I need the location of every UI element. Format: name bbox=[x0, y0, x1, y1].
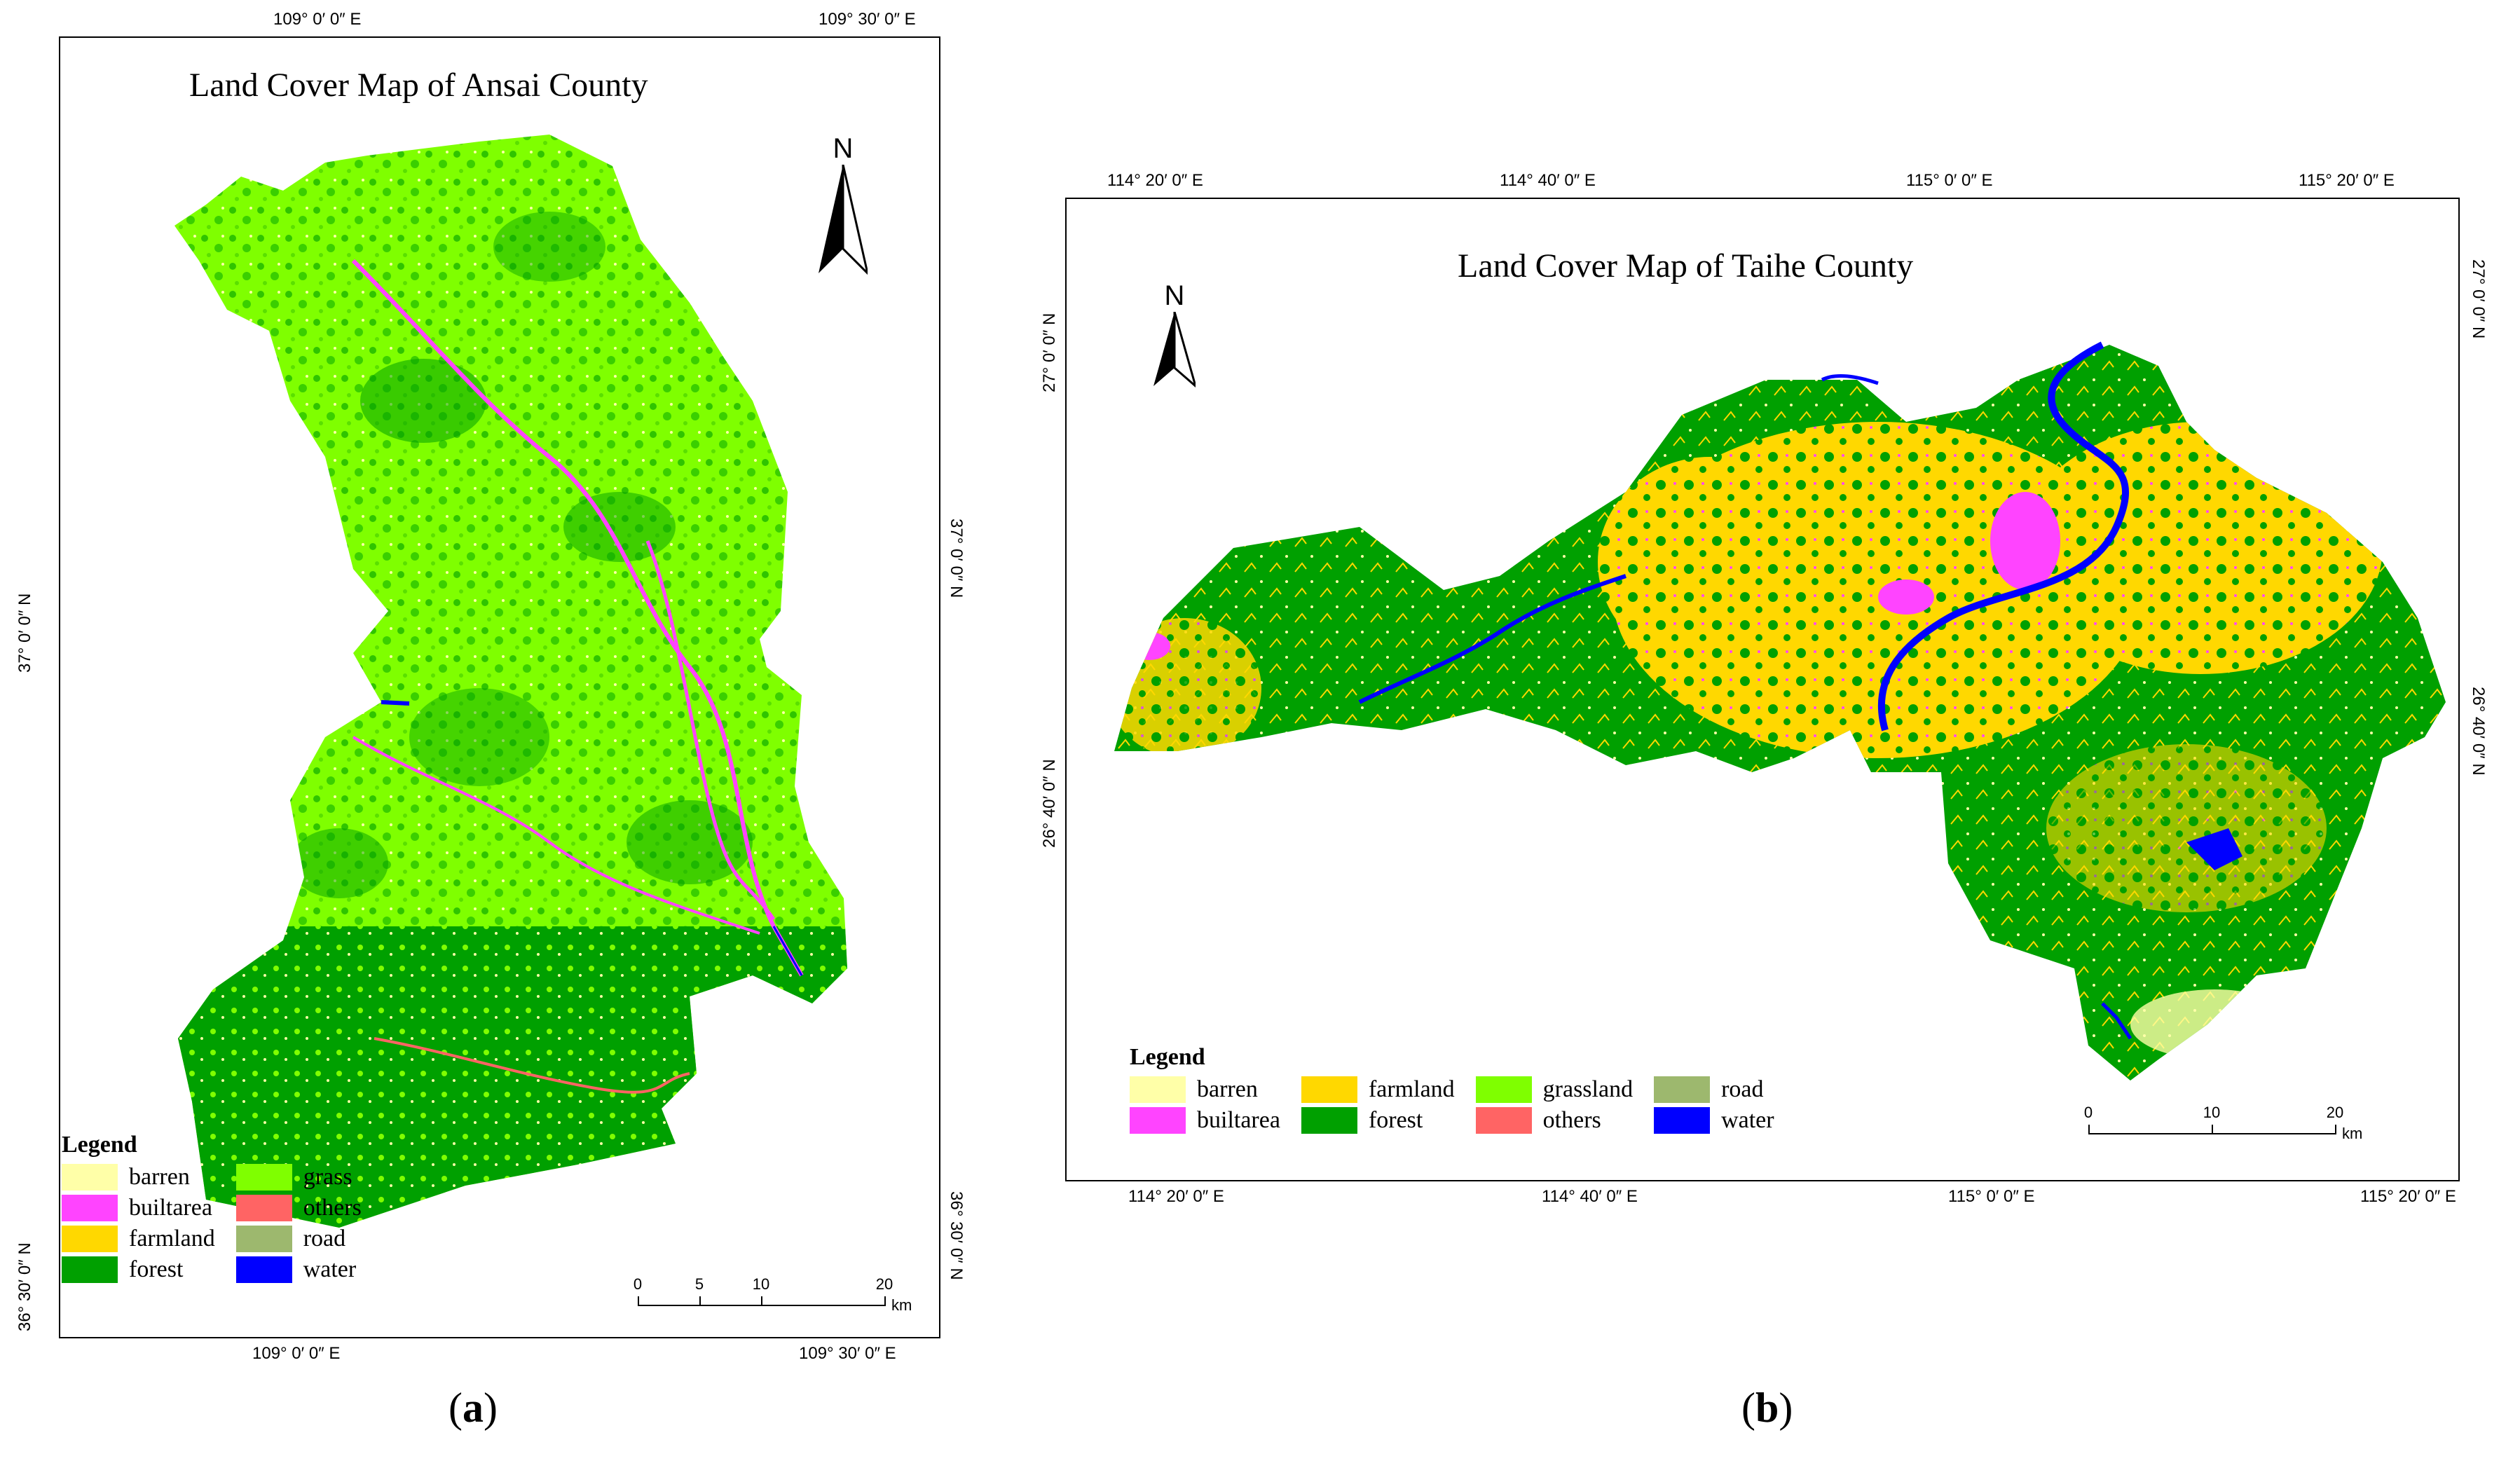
legend-item-forest: forest bbox=[1301, 1107, 1455, 1134]
legend-label: forest bbox=[129, 1256, 184, 1282]
north-arrow-b: N bbox=[1153, 280, 1198, 392]
north-arrow-icon bbox=[1153, 311, 1198, 390]
legend-item-farmland: farmland bbox=[1301, 1076, 1455, 1103]
coord-right-2: 26° 40′ 0″ N bbox=[2469, 687, 2488, 776]
legend-label: grass bbox=[303, 1164, 352, 1190]
coord-bottom-3: 115° 0′ 0″ E bbox=[1948, 1187, 2035, 1206]
ansai-county-map bbox=[174, 135, 847, 1228]
scale-bar-b: 0 10 20 km bbox=[2081, 1104, 2376, 1146]
coord-top-1: 114° 20′ 0″ E bbox=[1107, 171, 1203, 190]
legend-swatch bbox=[235, 1195, 292, 1221]
map-title-a: Land Cover Map of Ansai County bbox=[189, 67, 648, 104]
scale-tick-label: 5 bbox=[694, 1275, 704, 1293]
scale-tick-label: 10 bbox=[752, 1275, 770, 1293]
coord-left-2: 26° 40′ 0″ N bbox=[1040, 759, 1059, 848]
coord-top-4: 115° 20′ 0″ E bbox=[2299, 171, 2395, 190]
legend-swatch bbox=[1654, 1076, 1711, 1103]
north-arrow-icon bbox=[819, 164, 870, 277]
legend-swatch bbox=[1475, 1107, 1532, 1134]
legend-item-barren: barren bbox=[62, 1164, 215, 1191]
legend-title: Legend bbox=[1130, 1044, 1205, 1070]
coord-bottom-4: 115° 20′ 0″ E bbox=[2360, 1187, 2456, 1206]
legend-item-road: road bbox=[1654, 1076, 1774, 1103]
legend-item-farmland: farmland bbox=[62, 1226, 215, 1252]
scale-unit: km bbox=[2342, 1125, 2363, 1142]
coord-right-1: 27° 0′ 0″ N bbox=[2469, 259, 2488, 339]
legend-label: barren bbox=[1197, 1076, 1258, 1102]
coord-bottom-1: 114° 20′ 0″ E bbox=[1128, 1187, 1224, 1206]
legend-swatch bbox=[62, 1226, 118, 1252]
caption-letter: b bbox=[1755, 1385, 1779, 1431]
north-label: N bbox=[833, 133, 854, 164]
legend-a: Legend barren grass builtarea others far… bbox=[62, 1132, 362, 1283]
north-label: N bbox=[1164, 280, 1185, 311]
scale-bar-a: 0 5 10 20 km bbox=[631, 1275, 925, 1317]
taihe-county-map bbox=[1114, 341, 2446, 1081]
coord-top-2: 114° 40′ 0″ E bbox=[1500, 171, 1596, 190]
coord-right-bottom: 36° 30′ 0″ N bbox=[947, 1191, 966, 1280]
legend-swatch bbox=[1130, 1076, 1186, 1103]
legend-label: farmland bbox=[1368, 1076, 1455, 1102]
legend-label: road bbox=[1721, 1076, 1764, 1102]
legend-swatch bbox=[1301, 1076, 1357, 1103]
legend-label: farmland bbox=[129, 1226, 215, 1251]
coord-bottom-left: 109° 0′ 0″ E bbox=[252, 1344, 341, 1363]
coord-left-bottom: 36° 30′ 0″ N bbox=[15, 1242, 34, 1331]
coord-left-mid: 37° 0′ 0″ N bbox=[15, 593, 34, 673]
legend-swatch bbox=[235, 1226, 292, 1252]
legend-label: road bbox=[303, 1226, 346, 1251]
legend-label: grassland bbox=[1542, 1076, 1634, 1102]
legend-item-road: road bbox=[235, 1226, 362, 1252]
legend-swatch bbox=[62, 1164, 118, 1191]
legend-swatch bbox=[62, 1256, 118, 1283]
panel-b: 114° 20′ 0″ E 114° 40′ 0″ E 115° 0′ 0″ E… bbox=[1037, 0, 2520, 1468]
legend-swatch bbox=[1301, 1107, 1357, 1134]
panel-caption-a: (a) bbox=[448, 1385, 498, 1431]
scale-tick-label: 0 bbox=[633, 1275, 643, 1293]
legend-item-grassland: grassland bbox=[1475, 1076, 1634, 1103]
legend-item-others: others bbox=[235, 1195, 362, 1221]
legend-item-builtarea: builtarea bbox=[62, 1195, 215, 1221]
legend-item-forest: forest bbox=[62, 1256, 215, 1283]
coord-top-right: 109° 30′ 0″ E bbox=[819, 10, 916, 29]
legend-item-builtarea: builtarea bbox=[1130, 1107, 1280, 1134]
legend-item-water: water bbox=[1654, 1107, 1774, 1134]
legend-b: Legend barren farmland grassland road bu… bbox=[1130, 1044, 1774, 1134]
coord-top-left: 109° 0′ 0″ E bbox=[273, 10, 362, 29]
coord-top-3: 115° 0′ 0″ E bbox=[1906, 171, 1993, 190]
caption-letter: a bbox=[462, 1385, 484, 1431]
legend-label: others bbox=[1542, 1107, 1601, 1133]
legend-item-water: water bbox=[235, 1256, 362, 1283]
legend-swatch bbox=[1654, 1107, 1711, 1134]
coord-left-1: 27° 0′ 0″ N bbox=[1040, 313, 1059, 392]
legend-label: builtarea bbox=[129, 1195, 212, 1221]
legend-item-others: others bbox=[1475, 1107, 1633, 1134]
panel-caption-b: (b) bbox=[1741, 1385, 1793, 1431]
scale-tick-label: 0 bbox=[2083, 1104, 2093, 1121]
panel-a: 109° 0′ 0″ E 109° 30′ 0″ E 37° 0′ 0″ N 3… bbox=[0, 0, 967, 1468]
legend-label: builtarea bbox=[1197, 1107, 1280, 1133]
map-title-b: Land Cover Map of Taihe County bbox=[1458, 247, 1914, 284]
scale-unit: km bbox=[891, 1296, 912, 1314]
legend-item-barren: barren bbox=[1130, 1076, 1280, 1103]
legend-label: forest bbox=[1368, 1107, 1423, 1133]
legend-swatch bbox=[62, 1195, 118, 1221]
legend-swatch bbox=[1130, 1107, 1186, 1134]
scale-tick-label: 10 bbox=[2203, 1104, 2221, 1121]
legend-label: barren bbox=[129, 1164, 190, 1190]
legend-label: others bbox=[303, 1195, 362, 1221]
coord-right-mid: 37° 0′ 0″ N bbox=[947, 519, 966, 598]
legend-label: water bbox=[1721, 1107, 1774, 1133]
legend-item-grass: grass bbox=[235, 1164, 362, 1191]
legend-swatch bbox=[235, 1164, 292, 1191]
legend-swatch bbox=[1475, 1076, 1532, 1103]
legend-label: water bbox=[303, 1256, 357, 1282]
scale-tick-label: 20 bbox=[875, 1275, 893, 1293]
coord-bottom-2: 114° 40′ 0″ E bbox=[1542, 1187, 1638, 1206]
coord-bottom-right: 109° 30′ 0″ E bbox=[799, 1344, 896, 1363]
legend-swatch bbox=[235, 1256, 292, 1283]
legend-title: Legend bbox=[62, 1132, 137, 1158]
north-arrow-a: N bbox=[819, 133, 870, 280]
scale-tick-label: 20 bbox=[2326, 1104, 2344, 1121]
